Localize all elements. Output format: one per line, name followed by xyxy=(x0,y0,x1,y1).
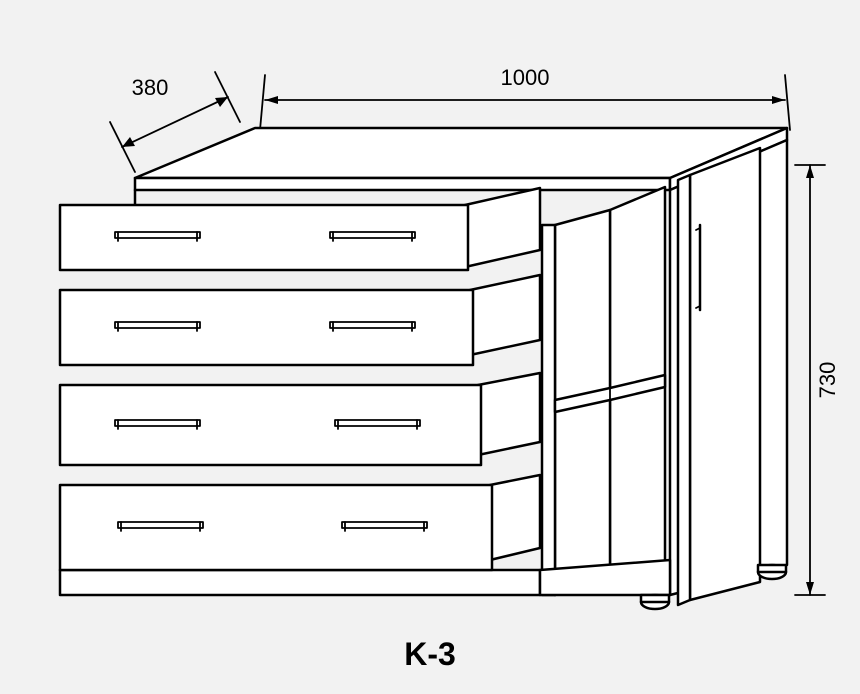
drawers xyxy=(60,188,540,570)
dim-width-value: 1000 xyxy=(501,65,550,90)
dim-height-value: 730 xyxy=(815,362,840,399)
dim-width: 1000 xyxy=(260,65,790,130)
door-open xyxy=(678,148,760,605)
drawer-2 xyxy=(60,275,540,365)
foot-left xyxy=(641,595,669,609)
drawer-4 xyxy=(60,475,540,570)
drawer-1 xyxy=(60,188,540,270)
dim-depth-value: 380 xyxy=(132,75,169,100)
cupboard-interior xyxy=(542,187,665,595)
model-label: K-3 xyxy=(404,636,456,672)
drawer-3 xyxy=(60,373,540,465)
dresser-drawing: 1000 380 730 xyxy=(0,0,860,694)
foot-right xyxy=(758,565,786,579)
dim-height: 730 xyxy=(795,165,840,595)
plinth xyxy=(60,570,540,595)
